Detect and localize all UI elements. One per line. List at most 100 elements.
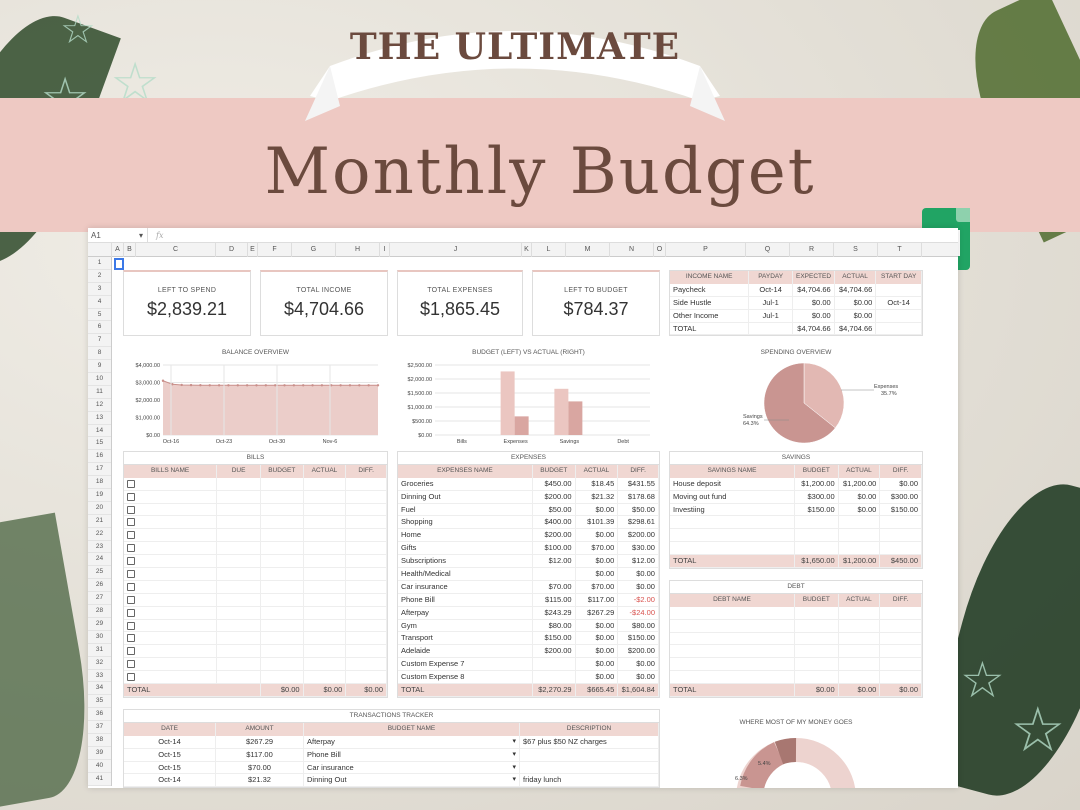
dropdown-arrow-icon[interactable]: ▾ (512, 763, 516, 771)
column-header[interactable]: B (124, 243, 136, 257)
table-cell (795, 645, 839, 658)
column-header[interactable]: J (390, 243, 522, 257)
checkbox[interactable] (127, 673, 135, 682)
row-header[interactable]: 34 (88, 682, 111, 696)
row-header[interactable]: 10 (88, 373, 111, 386)
name-box[interactable]: A1 ▾ (88, 228, 148, 242)
row-header[interactable]: 41 (88, 773, 111, 786)
row-header[interactable]: 19 (88, 489, 111, 502)
column-header[interactable]: L (532, 243, 566, 257)
dropdown-arrow-icon[interactable]: ▾ (512, 737, 516, 745)
table-row: Other Income Jul-1 $0.00 $0.00 (670, 309, 922, 323)
table-cell (839, 632, 881, 645)
column-header[interactable]: F (258, 243, 292, 257)
row-header[interactable]: 22 (88, 528, 111, 541)
table-cell: $0.00 (576, 503, 619, 516)
column-header[interactable]: R (790, 243, 834, 257)
row-header[interactable]: 28 (88, 605, 111, 618)
column-header[interactable]: Q (746, 243, 790, 257)
column-header[interactable]: A (112, 243, 124, 257)
checkbox[interactable] (127, 634, 135, 643)
row-header[interactable]: 4 (88, 296, 111, 309)
row-header[interactable]: 16 (88, 450, 111, 464)
row-header[interactable]: 27 (88, 592, 111, 606)
row-header[interactable]: 21 (88, 515, 111, 528)
column-header[interactable]: H (336, 243, 380, 257)
column-label: DEBT NAME (670, 593, 795, 607)
row-header[interactable]: 39 (88, 747, 111, 760)
row-header[interactable]: 15 (88, 437, 111, 451)
row-header[interactable]: 6 (88, 321, 111, 335)
table-cell[interactable]: Dinning Out ▾ (304, 774, 520, 787)
row-header[interactable]: 14 (88, 425, 111, 438)
checkbox[interactable] (127, 621, 135, 630)
column-header[interactable]: G (292, 243, 336, 257)
table-cell[interactable]: Car insurance ▾ (304, 761, 520, 774)
table-cell (124, 542, 218, 555)
checkbox[interactable] (127, 544, 135, 553)
checkbox[interactable] (127, 647, 135, 656)
table-cell[interactable]: Phone Bill ▾ (304, 748, 520, 761)
row-header[interactable]: 1 (88, 257, 111, 270)
checkbox[interactable] (127, 557, 135, 566)
checkbox[interactable] (127, 608, 135, 617)
row-header[interactable]: 38 (88, 734, 111, 747)
corner-cell[interactable] (88, 243, 112, 257)
row-header[interactable]: 32 (88, 657, 111, 670)
dropdown-arrow-icon[interactable]: ▾ (512, 776, 516, 784)
row-header[interactable]: 9 (88, 360, 111, 374)
row-header[interactable]: 40 (88, 760, 111, 773)
row-header[interactable]: 25 (88, 566, 111, 580)
row-header[interactable]: 8 (88, 347, 111, 361)
checkbox[interactable] (127, 479, 135, 488)
row-header[interactable]: 20 (88, 502, 111, 515)
dropdown-arrow-icon[interactable]: ▾ (512, 750, 516, 758)
row-header[interactable]: 33 (88, 670, 111, 683)
column-header[interactable]: D (216, 243, 248, 257)
x-tick-label: Expenses (504, 439, 528, 445)
column-header[interactable]: K (522, 243, 532, 257)
table-cell[interactable]: Afterpay ▾ (304, 735, 520, 748)
row-header[interactable]: 29 (88, 618, 111, 631)
row-header[interactable]: 26 (88, 579, 111, 593)
row-header[interactable]: 23 (88, 541, 111, 554)
row-header[interactable]: 13 (88, 412, 111, 425)
row-header[interactable]: 30 (88, 631, 111, 644)
column-header[interactable]: N (610, 243, 654, 257)
row-header[interactable]: 37 (88, 721, 111, 734)
checkbox[interactable] (127, 582, 135, 591)
data-point (171, 383, 174, 386)
column-header[interactable]: E (248, 243, 258, 257)
row-header[interactable]: 3 (88, 283, 111, 296)
row-header[interactable]: 17 (88, 463, 111, 477)
column-header[interactable]: O (654, 243, 666, 257)
row-header[interactable]: 18 (88, 476, 111, 490)
column-header[interactable]: S (834, 243, 878, 257)
column-header[interactable]: P (666, 243, 746, 257)
selected-cell[interactable] (114, 258, 124, 270)
row-header[interactable]: 2 (88, 270, 111, 283)
checkbox[interactable] (127, 531, 135, 540)
column-header[interactable]: C (136, 243, 216, 257)
row-header[interactable]: 5 (88, 309, 111, 322)
checkbox[interactable] (127, 595, 135, 604)
column-header[interactable]: T (878, 243, 922, 257)
checkbox[interactable] (127, 660, 135, 669)
row-header[interactable]: 31 (88, 644, 111, 657)
row-header[interactable]: 24 (88, 553, 111, 567)
table-cell: Side Hustle (670, 296, 750, 309)
bar (514, 416, 529, 435)
table-cell: $0.00 (618, 671, 659, 684)
checkbox[interactable] (127, 505, 135, 514)
table-cell (304, 580, 347, 593)
row-header[interactable]: 7 (88, 334, 111, 348)
checkbox[interactable] (127, 492, 135, 501)
row-header[interactable]: 36 (88, 708, 111, 722)
checkbox[interactable] (127, 570, 135, 579)
column-header[interactable]: M (566, 243, 610, 257)
column-header[interactable]: I (380, 243, 390, 257)
row-header[interactable]: 11 (88, 386, 111, 399)
checkbox[interactable] (127, 518, 135, 527)
row-header[interactable]: 12 (88, 399, 111, 412)
row-header[interactable]: 35 (88, 695, 111, 709)
